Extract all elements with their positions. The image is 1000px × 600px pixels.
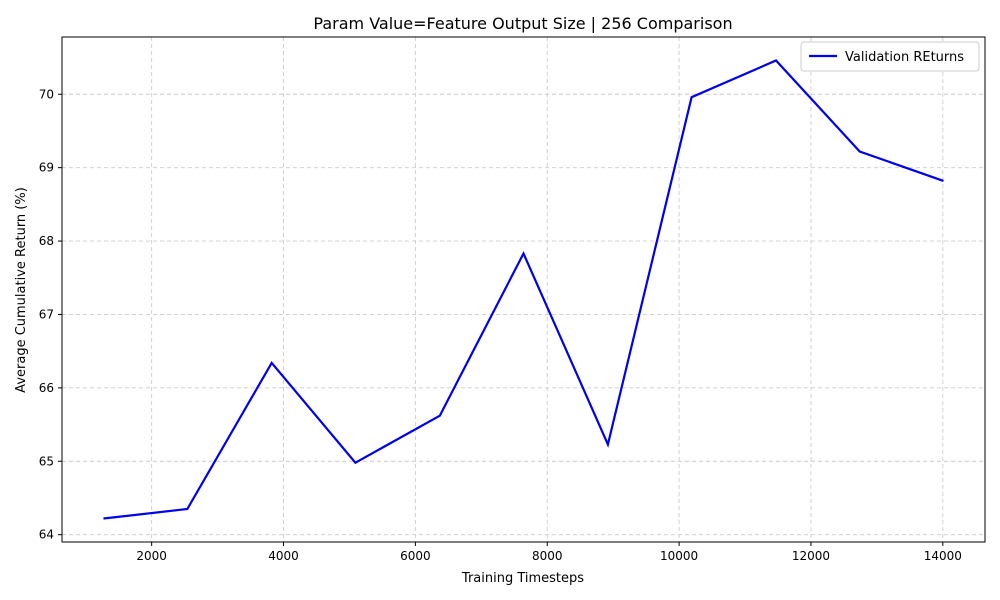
y-tick-label: 70 xyxy=(39,87,54,101)
y-axis-label: Average Cumulative Return (%) xyxy=(14,187,29,393)
x-tick-label: 6000 xyxy=(400,549,431,563)
y-tick-label: 67 xyxy=(39,307,54,321)
plot-area-frame xyxy=(61,36,986,543)
y-tick-label: 65 xyxy=(39,454,54,468)
legend-frame xyxy=(800,41,980,72)
x-tick-label: 10000 xyxy=(660,549,698,563)
y-tick-label: 64 xyxy=(39,528,54,542)
x-tick-label: 2000 xyxy=(136,549,167,563)
x-tick-label: 8000 xyxy=(532,549,563,563)
x-tick-label: 12000 xyxy=(792,549,830,563)
series-layer xyxy=(103,59,944,520)
chart-title: Param Value=Feature Output Size | 256 Co… xyxy=(313,14,732,33)
y-tick-label: 66 xyxy=(39,381,54,395)
x-axis-label: Training Timesteps xyxy=(461,571,584,586)
legend: Validation REturns xyxy=(800,41,980,72)
grid-lines xyxy=(62,37,985,542)
axis-ticks: 2000 4000 6000 8000 10000 12000 14000 64 65 66 67 6… xyxy=(39,87,962,563)
x-tick-label: 14000 xyxy=(924,549,962,563)
legend-label: Validation REturns xyxy=(845,50,964,65)
x-tick-label: 4000 xyxy=(268,549,299,563)
y-tick-label: 69 xyxy=(39,161,54,175)
series-line-0 xyxy=(103,59,944,520)
y-tick-label: 68 xyxy=(39,234,54,248)
